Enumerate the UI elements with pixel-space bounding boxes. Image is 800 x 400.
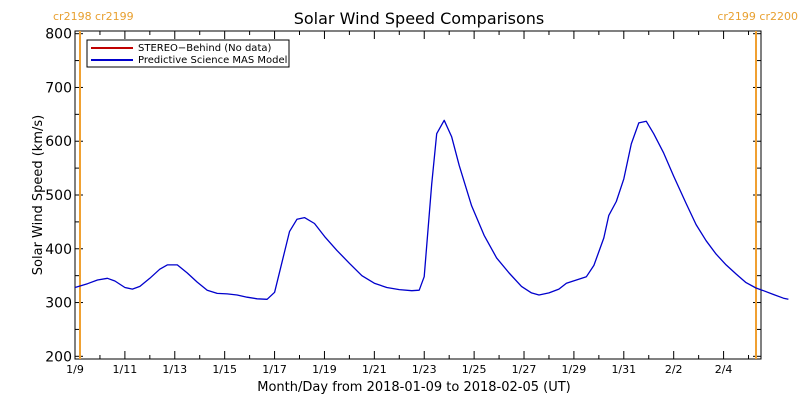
series-line-mas-model	[74, 119, 789, 300]
legend-label-mas-model: Predictive Science MAS Model	[138, 55, 287, 66]
x-tick-label: 1/29	[562, 363, 587, 376]
series-layer	[74, 119, 789, 300]
y-tick-label: 500	[45, 188, 72, 204]
x-axis-label: Month/Day from 2018-01-09 to 2018-02-05 …	[257, 380, 570, 395]
x-tick-label: 1/31	[611, 363, 636, 376]
y-axis-label: Solar Wind Speed (km/s)	[31, 115, 46, 275]
x-tick-label: 1/25	[462, 363, 487, 376]
legend: STEREO−Behind (No data) Predictive Scien…	[86, 39, 290, 68]
carrington-markers: cr2198 cr2199 cr2199 cr2200	[53, 10, 798, 359]
x-tick-label: 1/27	[512, 363, 537, 376]
x-tick-label: 1/19	[312, 363, 337, 376]
x-tick-label: 1/11	[113, 363, 138, 376]
y-tick-label: 600	[45, 134, 72, 150]
y-tick-label: 300	[45, 296, 72, 312]
x-tick-label: 2/2	[665, 363, 683, 376]
plot-frame	[74, 30, 762, 360]
carrington-marker-label: cr2199 cr2200	[717, 10, 798, 23]
x-tick-label: 1/17	[262, 363, 287, 376]
x-tick-label: 2/4	[715, 363, 733, 376]
x-tick-label: 1/23	[412, 363, 437, 376]
y-tick-label: 200	[45, 349, 72, 365]
x-tick-label: 1/21	[362, 363, 387, 376]
ticks-layer: 200 300 400 500 600 700 800 1/9 1/11 1/13 1/15 1/17…	[45, 27, 761, 376]
x-tick-label: 1/13	[162, 363, 187, 376]
chart-title: Solar Wind Speed Comparisons	[294, 9, 545, 28]
y-tick-label: 700	[45, 80, 72, 96]
legend-box	[86, 39, 290, 68]
carrington-marker-label: cr2198 cr2199	[53, 10, 134, 23]
x-tick-label: 1/15	[212, 363, 237, 376]
y-tick-label: 400	[45, 242, 72, 258]
y-tick-label: 800	[45, 27, 72, 43]
x-tick-label: 1/9	[66, 363, 84, 376]
legend-label-stereo: STEREO−Behind (No data)	[138, 43, 271, 54]
